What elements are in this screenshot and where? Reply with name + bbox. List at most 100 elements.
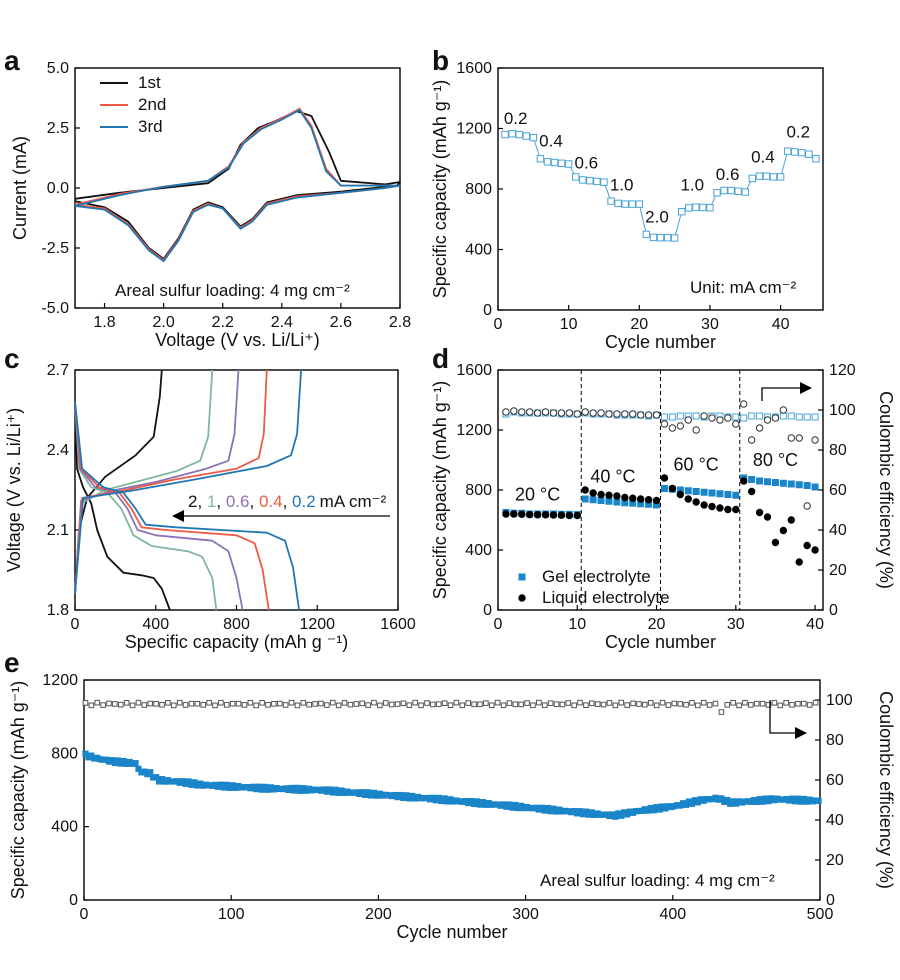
d-data-point-open-circle [565,409,574,417]
d-x-tick-label: 20 [648,616,666,633]
e-ce-point [459,702,466,709]
e-ce-point [612,702,619,709]
d-data-point-filled-square [660,485,668,492]
e-ce-point [418,702,424,709]
c-x-tick-label: 400 [142,616,169,633]
e-y2-tick-label: 100 [826,692,853,709]
e-ce-point [106,700,112,707]
d-data-point-open-circle [811,436,819,444]
d-data-point-filled-circle [811,546,819,554]
d-data-point-filled-circle [629,494,637,502]
b-data-point [755,172,764,180]
d-y-tick-label: 400 [465,542,492,559]
e-ce-point [806,702,813,708]
e-axis-arrow-line [769,700,795,734]
b-data-point [614,199,622,208]
d-y2-tick-label: 100 [829,402,856,419]
e-ce-point [600,701,607,708]
a-y-tick-label: -2.5 [41,240,69,257]
d-legend-gel-label: Gel electrolyte [542,567,651,586]
panel-label-c: c [4,343,20,374]
e-ce-point [700,699,707,706]
e-ce-point [194,700,201,707]
e-ce-point [382,700,389,706]
e-ce-point [689,700,695,706]
d-data-point-filled-square [779,479,787,487]
d-data-point-filled-circle [700,501,708,509]
e-ce-point [88,702,95,709]
c-rate-legend-item: 0.4 [259,492,283,511]
e-ce-point [718,709,725,715]
e-ce-point [636,701,642,707]
e-ce-point [353,701,360,707]
c-charge-curve-0.2 [74,369,302,595]
d-data-point-open-circle [541,408,550,416]
e-ce-point [271,701,277,707]
b-x-tick-label: 0 [494,316,503,333]
b-data-point [642,230,651,239]
d-data-point-open-square [756,412,764,420]
c-x-tick-label: 800 [223,616,250,633]
e-ce-point [388,701,395,708]
d-data-point-open-circle [708,414,716,422]
e-ce-point [312,701,318,707]
d-data-point-filled-circle [557,511,566,519]
e-ce-point [218,699,224,706]
b-rate-label: 1.0 [610,176,634,195]
c-discharge-curve-0.6 [74,401,244,611]
e-ce-point [647,700,654,706]
d-data-point-filled-circle [803,541,811,550]
e-ce-point [306,701,313,708]
e-ce-point [153,701,159,707]
e-ce-point [571,702,577,709]
d-data-point-open-circle [716,416,724,424]
e-ce-point [288,699,295,706]
d-data-point-filled-square [708,489,716,497]
e-ce-point [112,701,118,707]
e-y-tick-label: 400 [51,819,78,836]
d-data-point-filled-circle [795,558,803,566]
e-ce-point [347,701,354,708]
a-series-line-3rd [74,109,401,263]
b-rate-label: 1.0 [680,176,704,195]
d-y2-tick-label: 0 [829,602,838,619]
e-ce-point [318,700,324,707]
e-x-tick-label: 200 [365,906,392,923]
e-ce-point [795,700,801,707]
b-data-point [564,160,573,168]
e-ce-point [524,700,530,706]
e-ce-point [412,699,418,706]
d-data-point-filled-circle [724,505,732,514]
d-data-point-open-circle [510,407,518,415]
a-series-line-2nd [74,107,401,261]
d-data-point-open-circle [549,409,558,417]
d-data-point-filled-square [748,476,756,483]
e-ce-point [518,701,524,708]
e-ce-point [789,702,795,708]
e-x-tick-label: 400 [659,906,686,923]
b-data-point [812,155,820,163]
e-ce-point [753,700,760,707]
d-data-point-filled-square [732,491,740,499]
b-y-tick-label: 800 [465,181,492,198]
d-data-point-filled-square [692,488,700,495]
b-y-axis-title: Specific capacity (mAh g⁻¹) [430,80,450,299]
d-data-point-open-circle [740,400,748,408]
a-x-axis-title: Voltage (V vs. Li/Li⁺) [155,330,320,350]
e-ce-point [500,702,507,709]
d-data-point-open-circle [629,410,637,418]
e-ce-point [394,701,401,707]
b-y-tick-label: 1600 [456,60,492,77]
d-data-point-open-square [748,412,756,420]
d-data-point-open-circle [621,410,629,418]
e-ce-point [706,702,713,708]
e-ce-point [447,702,454,709]
a-y-tick-label: -5.0 [41,300,69,317]
b-data-point [508,130,516,138]
e-ce-point [677,701,683,707]
d-data-point-filled-circle [747,487,756,496]
e-ce-point [259,699,265,706]
b-data-point [805,150,813,158]
e-ce-point [801,700,807,707]
e-ce-point [812,699,819,706]
